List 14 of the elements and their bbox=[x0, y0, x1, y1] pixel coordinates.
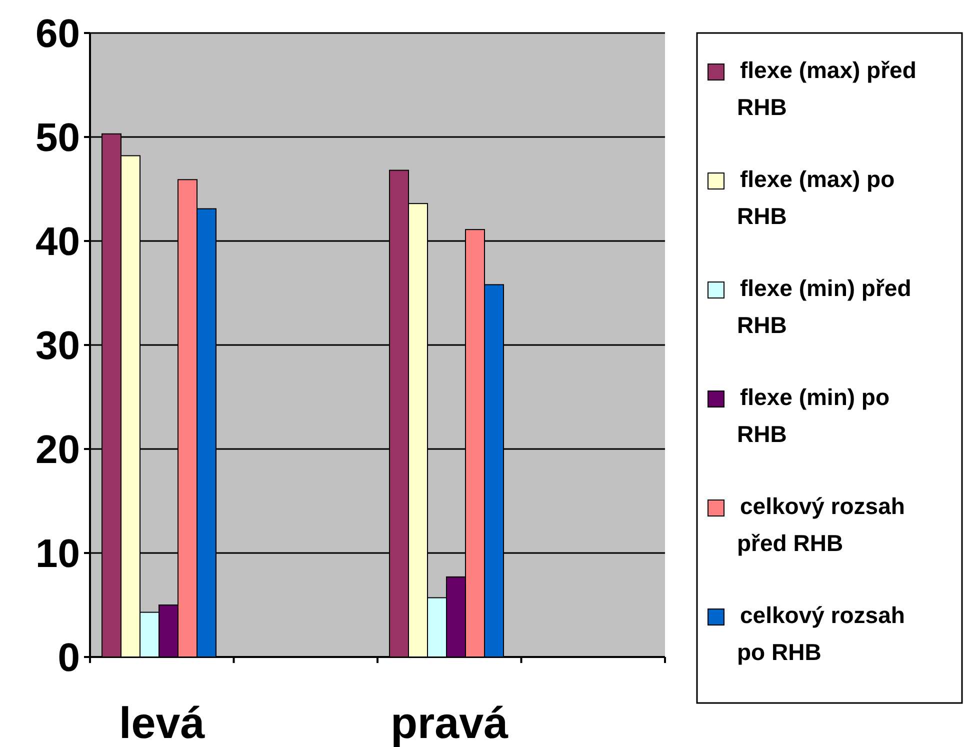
legend-label: celkový rozsah před RHB bbox=[737, 493, 905, 556]
legend-label: celkový rozsah po RHB bbox=[737, 602, 905, 665]
x-tick-label: levá bbox=[119, 699, 206, 747]
y-tick-label: 20 bbox=[36, 428, 80, 472]
legend-label: flexe (min) po RHB bbox=[737, 384, 890, 447]
y-tick-label: 50 bbox=[36, 116, 80, 160]
y-tick-label: 40 bbox=[36, 220, 80, 264]
y-tick-label: 60 bbox=[36, 12, 80, 56]
y-tick-label: 30 bbox=[36, 324, 80, 368]
legend-label: flexe (max) před RHB bbox=[737, 57, 916, 120]
y-tick-label: 0 bbox=[58, 636, 80, 680]
y-tick-label: 10 bbox=[36, 532, 80, 576]
legend-label: flexe (min) před RHB bbox=[737, 275, 912, 338]
legend-label: flexe (max) po RHB bbox=[737, 166, 895, 229]
